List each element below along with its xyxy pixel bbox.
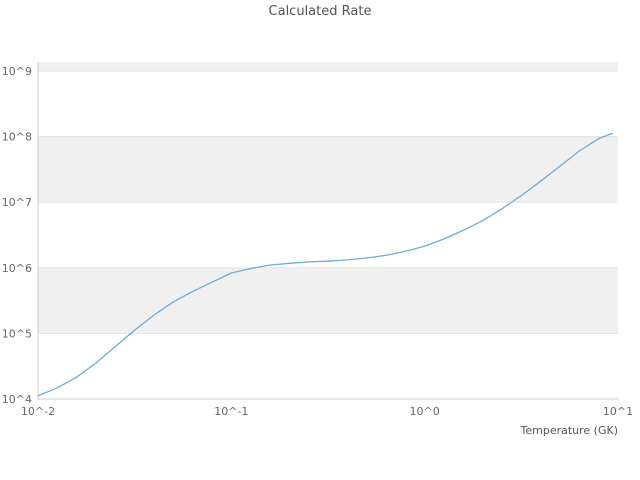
y-tick-label: 10^8 xyxy=(2,131,32,144)
grid-band xyxy=(38,267,618,334)
rate-line xyxy=(37,132,613,397)
y-tick-label: 10^6 xyxy=(2,262,32,275)
y-tick-label: 10^4 xyxy=(2,393,32,406)
x-tick-label: 10^-2 xyxy=(21,405,55,418)
grid-band xyxy=(38,136,618,203)
x-tick-label: 10^-1 xyxy=(214,405,248,418)
y-tick-label: 10^5 xyxy=(2,327,32,340)
x-axis-label: Temperature (GK) xyxy=(520,424,619,437)
x-tick-label: 10^1 xyxy=(603,405,633,418)
grid-band xyxy=(38,62,618,71)
x-tick-label: 10^0 xyxy=(410,405,440,418)
y-tick-label: 10^9 xyxy=(2,65,32,78)
chart-title: Calculated Rate xyxy=(268,4,372,19)
y-tick-label: 10^7 xyxy=(2,196,32,209)
